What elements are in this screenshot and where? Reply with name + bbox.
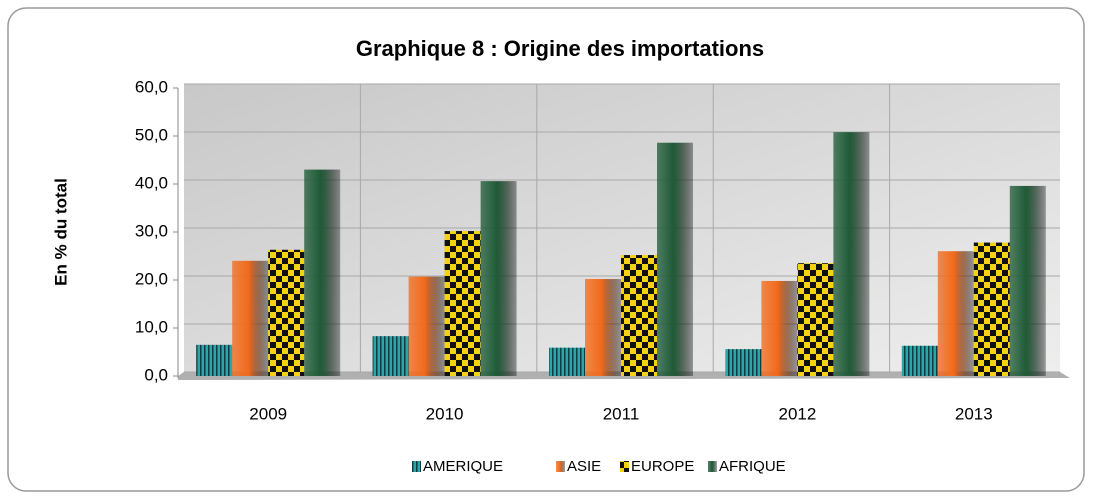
y-tick-label: 0,0: [144, 365, 168, 384]
bar: [1009, 185, 1046, 376]
legend-label: EUROPE: [631, 458, 694, 475]
y-tick-label: 10,0: [135, 317, 168, 336]
x-tick-label: 2012: [778, 404, 816, 423]
legend-marker: [556, 461, 565, 472]
bar: [268, 249, 305, 376]
bar: [725, 349, 762, 376]
bar: [444, 231, 481, 376]
bar: [232, 260, 269, 376]
x-tick-label: 2009: [249, 404, 287, 423]
legend-marker: [412, 461, 421, 472]
x-tick-label: 2011: [603, 404, 640, 423]
y-tick-label: 20,0: [135, 269, 168, 288]
bar: [549, 347, 585, 376]
legend-label: AMERIQUE: [423, 458, 503, 475]
legend-marker: [620, 461, 629, 472]
y-tick-label: 40,0: [135, 173, 168, 192]
bar: [901, 345, 938, 376]
bar: [937, 251, 974, 376]
legend-label: ASIE: [567, 458, 601, 475]
y-axis-label: En % du total: [51, 178, 70, 286]
y-tick-label: 60,0: [135, 77, 168, 96]
x-tick-label: 2010: [426, 404, 464, 423]
bar: [480, 181, 517, 376]
bar: [973, 242, 1010, 376]
bar: [585, 279, 621, 376]
y-tick-label: 30,0: [135, 221, 168, 240]
bar: [621, 255, 657, 376]
y-tick-label: 50,0: [135, 125, 168, 144]
legend-marker: [708, 461, 717, 472]
legend-label: AFRIQUE: [719, 458, 786, 475]
bar: [408, 276, 445, 376]
bar: [797, 263, 834, 376]
bar: [304, 169, 341, 376]
bar: [657, 142, 693, 376]
bar: [761, 280, 798, 376]
bar: [196, 344, 233, 376]
bar: [372, 336, 409, 376]
chart-title: Graphique 8 : Origine des importations: [356, 36, 764, 61]
bar: [833, 132, 870, 376]
x-tick-label: 2013: [955, 404, 993, 423]
